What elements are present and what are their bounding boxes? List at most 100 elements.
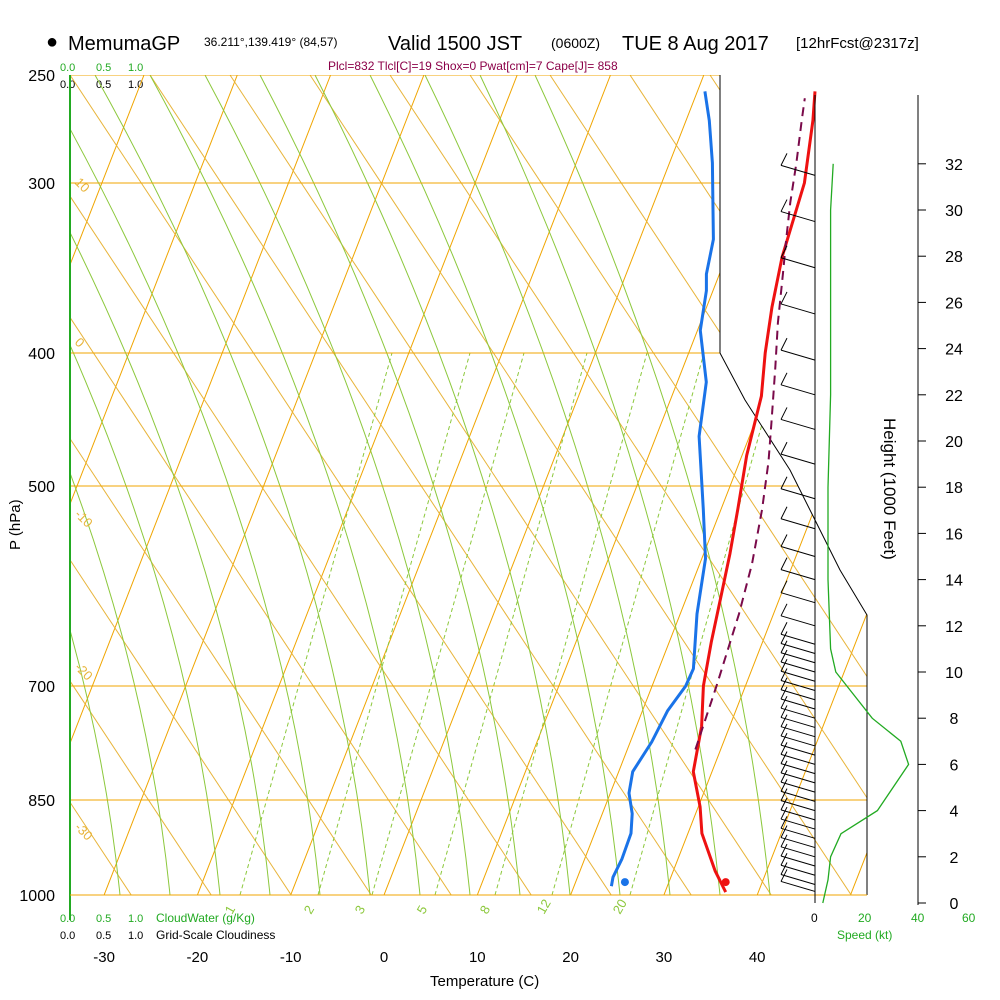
height-tick-label: 2 bbox=[950, 850, 959, 867]
mixing-ratio-line bbox=[371, 352, 525, 895]
height-tick-label: 12 bbox=[945, 619, 963, 636]
wind-barb-flag bbox=[780, 816, 788, 829]
cloud-scale-top-black-2: 1.0 bbox=[128, 79, 143, 91]
wind-barb-staff bbox=[780, 164, 816, 176]
temperature-line bbox=[691, 91, 817, 893]
cloud-scale-bottom-green-1: 0.5 bbox=[96, 913, 111, 925]
diagram-right-edge bbox=[719, 75, 868, 895]
station-bullet: ● bbox=[46, 31, 58, 53]
dry-adiabat-line bbox=[70, 75, 612, 895]
x-tick-label: -10 bbox=[280, 949, 302, 966]
speed-bottom-label-1: 20 bbox=[858, 911, 872, 925]
wind-barb-flag bbox=[780, 337, 788, 351]
wind-barb-flag bbox=[780, 705, 788, 718]
height-tick-label: 4 bbox=[950, 804, 959, 821]
dry-adiabat-line bbox=[70, 437, 372, 895]
dry-adiabat-label: -20 bbox=[72, 660, 96, 684]
moist-adiabat-line bbox=[70, 471, 171, 895]
wind-panel-background bbox=[720, 75, 990, 895]
surface-temperature-marker bbox=[721, 878, 730, 887]
cloud-scale-bottom-green-0: 0.0 bbox=[60, 913, 75, 925]
wind-barb-staff bbox=[780, 837, 816, 849]
mixing-ratio-line bbox=[629, 352, 783, 895]
y-axis-label: P (hPa) bbox=[7, 499, 24, 550]
wind-barb-flag bbox=[780, 372, 788, 386]
dry-adiabat-line bbox=[70, 195, 532, 895]
wind-barb-flag bbox=[780, 245, 788, 258]
wind-barb-flag bbox=[780, 825, 788, 838]
wind-barb-staff bbox=[780, 670, 816, 682]
cloud-scale-top-green-1: 0.5 bbox=[96, 62, 111, 74]
height-tick-label: 32 bbox=[945, 157, 963, 174]
x-tick-label: 0 bbox=[380, 949, 388, 966]
wind-barb-staff bbox=[780, 211, 816, 223]
dry-adiabat-line bbox=[229, 75, 772, 895]
mixing-ratio-label: 2 bbox=[301, 903, 318, 917]
height-tick-label: 16 bbox=[945, 526, 963, 543]
mixing-ratio-line bbox=[494, 352, 648, 895]
dewpoint-line bbox=[609, 91, 715, 887]
cloud-scale-top-black-1: 0.5 bbox=[96, 79, 111, 91]
moist-adiabat-line bbox=[204, 75, 471, 895]
pressure-tick-label: 1000 bbox=[19, 888, 55, 905]
wind-barb-staff bbox=[780, 569, 816, 581]
wind-barb-flag bbox=[780, 769, 788, 783]
x-tick-label: -20 bbox=[187, 949, 209, 966]
height-tick-label: 6 bbox=[950, 757, 959, 774]
wind-barb-flag bbox=[780, 742, 788, 755]
cloud-scale-bottom-black-1: 0.5 bbox=[96, 930, 111, 942]
wind-barb-staff bbox=[780, 661, 816, 673]
height-tick-label: 20 bbox=[945, 434, 963, 451]
moist-adiabat-line bbox=[479, 75, 721, 895]
isotherm-line bbox=[290, 75, 611, 895]
wind-barb-flag bbox=[780, 557, 788, 570]
wind-barb-staff bbox=[780, 518, 816, 530]
pressure-tick-label: 700 bbox=[28, 679, 55, 696]
moist-adiabat-line bbox=[259, 75, 521, 895]
moist-adiabat-line bbox=[369, 75, 621, 895]
wind-barb-flag bbox=[780, 723, 788, 737]
wind-barb-staff bbox=[780, 827, 816, 839]
wind-barb-staff bbox=[780, 855, 816, 867]
height-tick-label: 10 bbox=[945, 665, 963, 682]
wind-barb-flag bbox=[780, 751, 788, 764]
dry-adiabat-line bbox=[309, 75, 852, 895]
wind-barb-flag bbox=[780, 640, 788, 653]
cloudwater-label: CloudWater (g/Kg) bbox=[156, 911, 255, 925]
moist-adiabat-line bbox=[534, 75, 771, 895]
wind-barb-flag bbox=[780, 153, 788, 166]
wind-barb-staff bbox=[780, 349, 816, 361]
isotherm-line bbox=[756, 612, 867, 895]
valid-date: TUE 8 Aug 2017 bbox=[622, 33, 769, 55]
wind-barb-flag bbox=[780, 834, 788, 848]
wind-barb-flag bbox=[780, 695, 788, 709]
station-name: MemumaGP bbox=[68, 33, 180, 55]
wind-barb-staff bbox=[780, 689, 816, 701]
wind-barb-staff bbox=[780, 418, 816, 430]
pressure-tick-label: 250 bbox=[28, 68, 55, 85]
wind-barb-flag bbox=[780, 714, 788, 727]
wind-barb-staff bbox=[780, 726, 816, 738]
speed-bottom-label-3: 60 bbox=[962, 911, 976, 925]
wind-barb-flag bbox=[780, 407, 788, 420]
wind-barb-flag bbox=[780, 779, 788, 792]
height-tick-label: 24 bbox=[945, 342, 963, 359]
wind-barb-staff bbox=[780, 772, 816, 784]
sounding-indices: Plcl=832 Tlcl[C]=19 Shox=0 Pwat[cm]=7 Ca… bbox=[328, 59, 618, 73]
cloud-scale-top-black-0: 0.0 bbox=[60, 79, 75, 91]
wind-barb-flag bbox=[780, 199, 788, 212]
wind-barb-flag bbox=[780, 732, 788, 746]
wind-barb-flag bbox=[780, 476, 788, 489]
wind-speed-profile bbox=[822, 163, 910, 904]
wind-barb-flag bbox=[780, 506, 788, 520]
dry-adiabat-line bbox=[70, 316, 452, 895]
pressure-tick-label: 400 bbox=[28, 346, 55, 363]
mixing-ratio-line bbox=[317, 352, 471, 895]
mixing-ratio-label: 3 bbox=[352, 903, 369, 917]
wind-barb-staff bbox=[780, 615, 816, 627]
mixing-ratio-label: 12 bbox=[534, 896, 554, 916]
wind-barb-staff bbox=[780, 546, 816, 557]
wind-barb-staff bbox=[780, 790, 816, 802]
x-axis-label: Temperature (C) bbox=[430, 973, 539, 990]
